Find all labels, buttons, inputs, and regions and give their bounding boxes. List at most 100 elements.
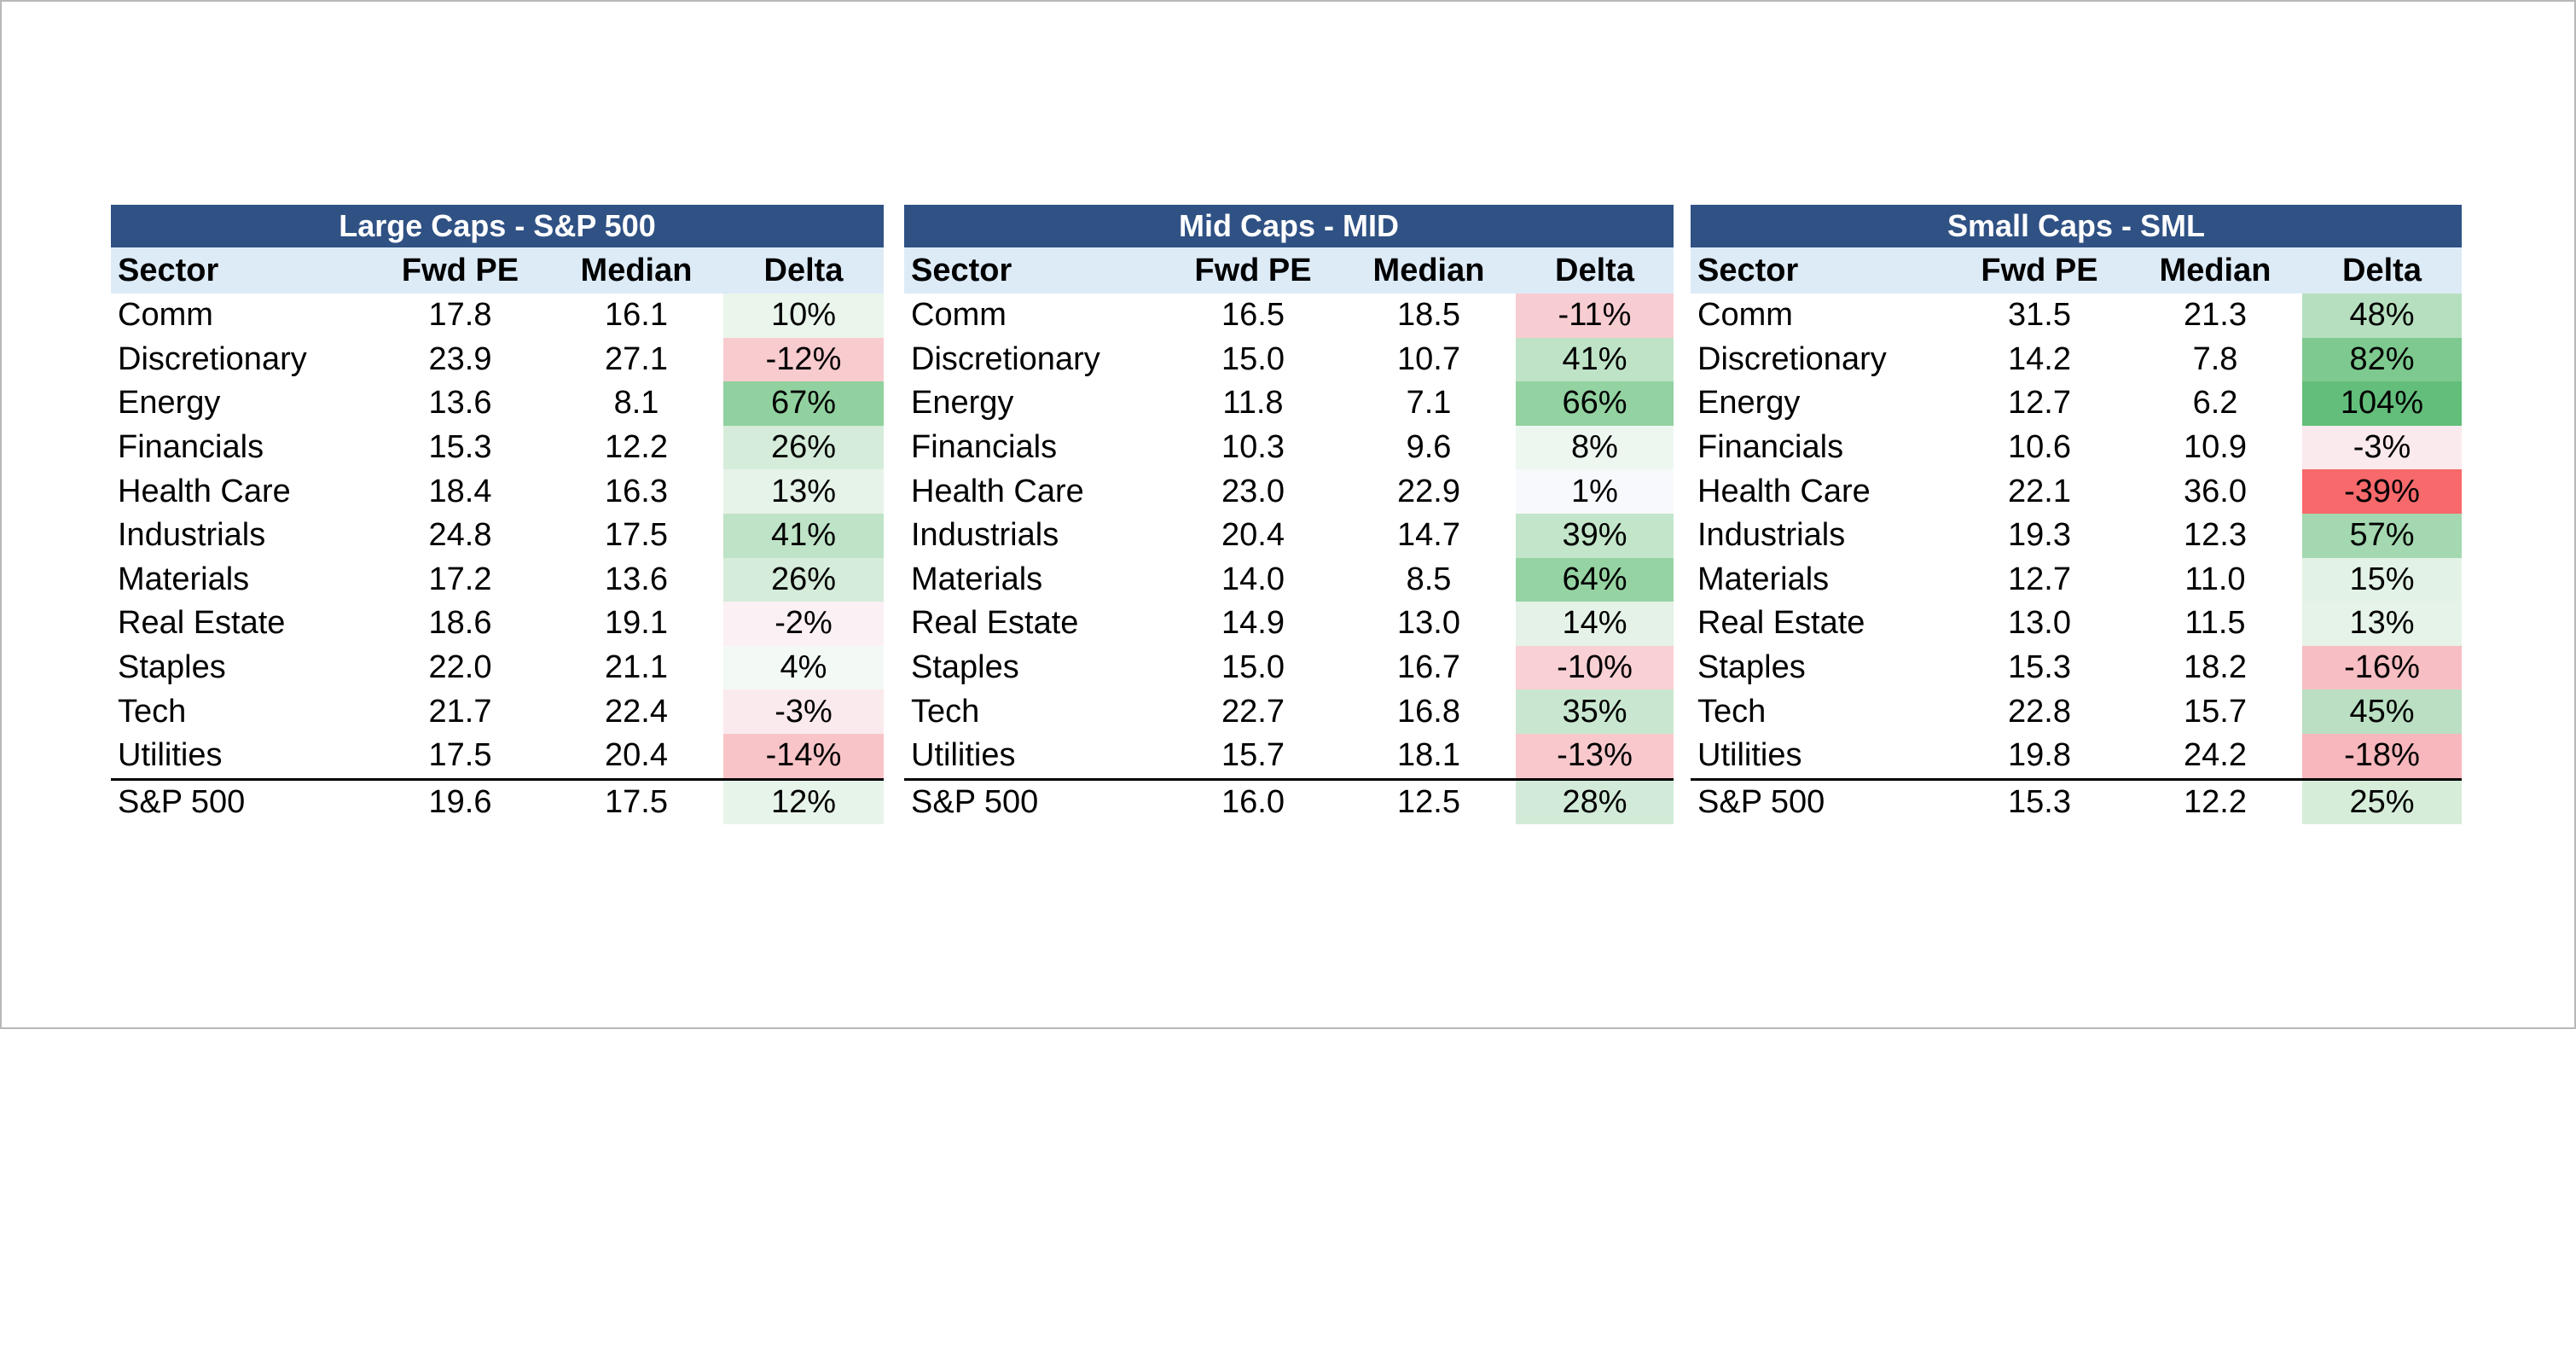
sector-cell: Staples [1697,649,1806,686]
median-cell: 7.8 [2192,340,2238,377]
fwd-pe-cell: 10.6 [2008,429,2071,466]
delta-cell: 25% [2302,780,2462,825]
table-row: Utilities 17.5 20.4 -14% [111,733,884,778]
sector-cell: Real Estate [911,605,1079,642]
delta-cell: 41% [1516,337,1674,382]
fwd-pe-cell: 21.7 [428,693,492,730]
panel-title: Mid Caps - MID [904,205,1674,247]
fwd-pe-cell: 22.0 [428,649,492,686]
delta-cell: -39% [2302,469,2462,514]
sector-cell: Comm [911,297,1007,334]
median-cell: 18.1 [1397,737,1460,774]
table-row: Materials 12.7 11.0 15% [1691,557,2462,602]
delta-cell: -13% [1516,733,1674,778]
fwd-pe-cell: 15.3 [428,429,492,466]
fwd-pe-cell: 15.3 [2008,649,2071,686]
fwd-pe-cell: 15.0 [1221,649,1285,686]
fwd-pe-cell: 31.5 [2008,297,2071,334]
median-cell: 15.7 [2184,693,2247,730]
fwd-pe-cell: 22.8 [2008,693,2071,730]
sector-cell: Tech [118,693,187,730]
table-row: Real Estate 13.0 11.5 13% [1691,602,2462,646]
median-cell: 19.1 [605,605,668,642]
median-cell: 21.1 [605,649,668,686]
delta-cell: -18% [2302,733,2462,778]
table-row: Industrials 24.8 17.5 41% [111,513,884,558]
table-row: Tech 21.7 22.4 -3% [111,689,884,734]
sector-cell: Staples [118,649,226,686]
median-header: Median [2159,252,2271,288]
delta-cell: -14% [723,733,884,778]
table-row: Energy 11.8 7.1 66% [904,381,1674,426]
median-cell: 12.2 [2184,783,2247,820]
sector-cell: S&P 500 [1697,783,1825,820]
table-row: Discretionary 23.9 27.1 -12% [111,337,884,382]
sector-cell: Health Care [1697,473,1871,509]
sector-cell: Discretionary [911,340,1100,377]
sector-cell: Materials [118,561,250,597]
table-row: Tech 22.8 15.7 45% [1691,689,2462,734]
fwd-pe-cell: 20.4 [1221,517,1285,554]
fwd-pe-cell: 17.5 [428,737,492,774]
sector-header: Sector [1697,252,1799,288]
median-cell: 11.0 [2184,561,2246,597]
fwd-pe-cell: 23.0 [1221,473,1285,509]
fwd-pe-cell: 12.7 [2008,385,2071,422]
table-row: Financials 10.6 10.9 -3% [1691,425,2462,470]
delta-cell: 8% [1516,425,1674,470]
median-cell: 13.6 [605,561,668,597]
sector-cell: Energy [118,385,221,422]
median-cell: 17.5 [605,517,668,554]
table-row: Materials 17.2 13.6 26% [111,557,884,602]
delta-cell: -11% [1516,294,1674,338]
fwd-pe-cell: 13.0 [2008,605,2071,642]
table-row: Industrials 20.4 14.7 39% [904,513,1674,558]
sector-header: Sector [911,252,1012,288]
fwd-pe-cell: 23.9 [428,340,492,377]
fwd-pe-cell: 19.6 [428,783,492,820]
sector-cell: Industrials [911,517,1059,554]
sector-cell: Health Care [118,473,291,509]
table-row: Health Care 18.4 16.3 13% [111,469,884,514]
fwd-pe-cell: 15.0 [1221,340,1285,377]
fwd-pe-cell: 18.4 [428,473,492,509]
delta-cell: 57% [2302,513,2462,558]
delta-cell: -16% [2302,645,2462,690]
median-cell: 12.2 [605,429,668,466]
sector-cell: Utilities [118,737,223,774]
total-row: S&P 500 16.0 12.5 28% [904,777,1674,825]
delta-header: Delta [2342,252,2422,288]
delta-cell: 15% [2302,557,2462,602]
table-row: Energy 13.6 8.1 67% [111,381,884,426]
delta-cell: 14% [1516,602,1674,646]
fwd-pe-cell: 19.8 [2008,737,2071,774]
sector-cell: Tech [1697,693,1767,730]
sector-cell: Discretionary [118,340,307,377]
header-row: Sector Fwd PE Median Delta [1691,247,2462,294]
sector-cell: Discretionary [1697,340,1887,377]
median-cell: 6.2 [2192,385,2238,422]
sector-cell: Financials [911,429,1058,466]
fwd-pe-cell: 16.5 [1221,297,1285,334]
sector-header: Sector [118,252,219,288]
delta-cell: 10% [723,294,884,338]
fwd-pe-cell: 12.7 [2008,561,2071,597]
sector-cell: Tech [911,693,980,730]
delta-cell: 66% [1516,381,1674,426]
median-header: Median [1372,252,1485,288]
delta-cell: 39% [1516,513,1674,558]
table-row: Industrials 19.3 12.3 57% [1691,513,2462,558]
sector-cell: Real Estate [118,605,286,642]
table-row: Discretionary 15.0 10.7 41% [904,337,1674,382]
median-cell: 17.5 [605,783,668,820]
median-cell: 21.3 [2184,297,2247,334]
total-row: S&P 500 15.3 12.2 25% [1691,777,2462,825]
median-cell: 8.1 [613,385,659,422]
sector-cell: S&P 500 [118,783,246,820]
sector-cell: Utilities [911,737,1016,774]
delta-cell: 13% [723,469,884,514]
sector-cell: Comm [1697,297,1793,334]
median-cell: 13.0 [1397,605,1460,642]
fwd-pe-cell: 22.7 [1221,693,1285,730]
fwd-pe-cell: 19.3 [2008,517,2071,554]
